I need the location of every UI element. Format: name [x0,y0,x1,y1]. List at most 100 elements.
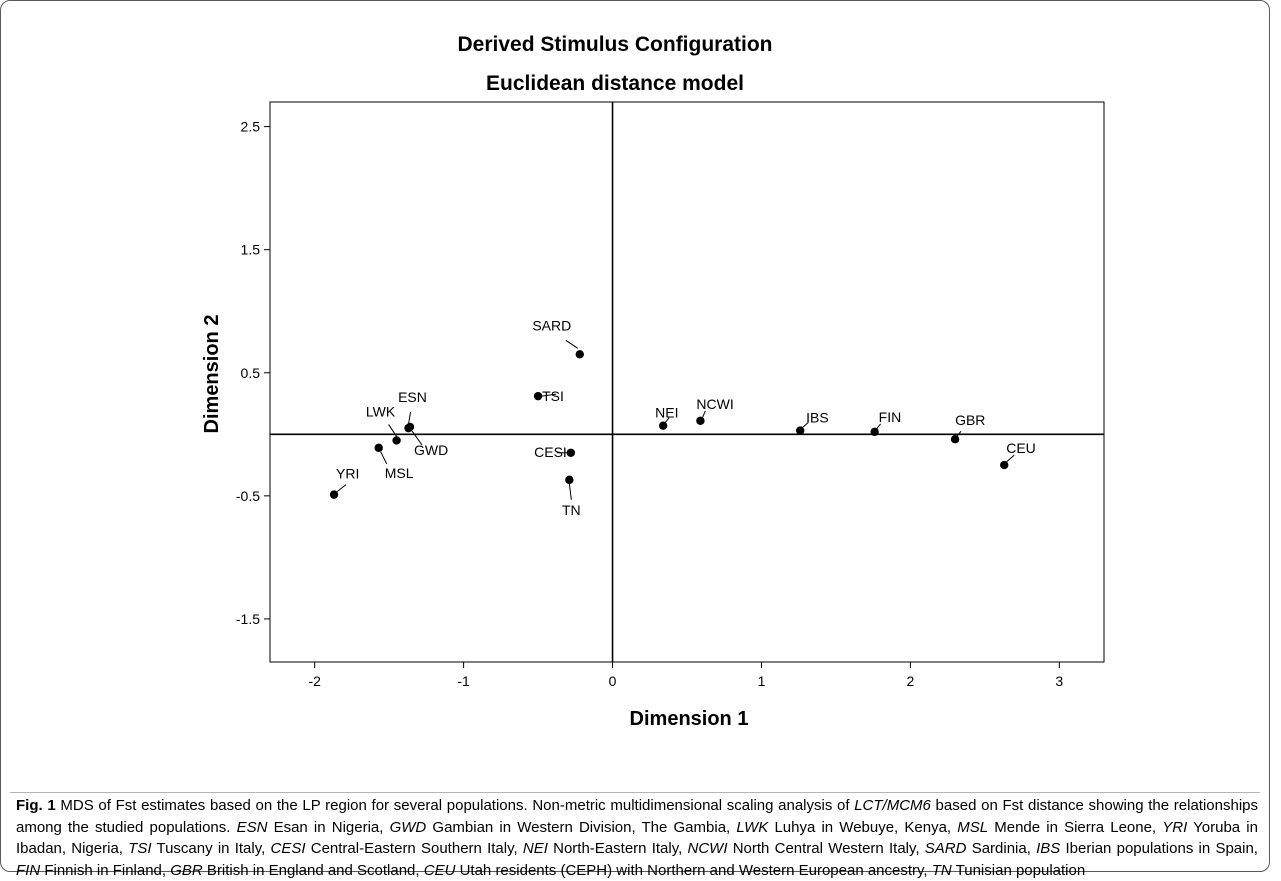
caption-text: MDS of Fst estimates based on the LP reg… [16,797,1258,879]
caption-segment: based on Fst distance showing the relati… [16,797,1258,836]
point-label-nei: NEI [655,405,678,421]
point-label-msl: MSL [385,465,414,481]
point-label-ibs: IBS [806,410,829,426]
caption-abbrev: GWD [389,818,427,836]
scatter-plot: -2 -1 0 1 2 3 2.5 1.5 0.5 -0.5 -1.5 Dimension 1 Dime… [201,101,1105,730]
caption-segment: Mende in Sierra Leone, [988,818,1163,836]
point-label-gwd: GWD [414,442,448,458]
caption-segment: Esan in Nigeria, [267,818,390,836]
point-sard [575,350,584,359]
caption-abbrev: NEI [522,840,548,857]
point-label-tn: TN [562,502,581,518]
caption-abbrev: ESN [236,818,268,836]
leader-nei [664,417,670,424]
caption-abbrev: SARD [924,840,967,857]
point-label-gbr: GBR [955,412,985,428]
caption-segment: British in England and Scotland, [202,861,424,879]
point-tsi [533,391,543,401]
point-label-lwk: LWK [366,403,396,419]
leader-sard [565,339,579,349]
caption-abbrev: GBR [170,861,203,879]
caption-segment: Finnish in Finland, [40,861,171,879]
caption-segment: Tuscany in Italy, [151,840,271,857]
leader-ncwi [701,410,706,418]
caption-abbrev: NCWI [687,840,728,857]
leader-ibs [801,422,809,428]
point-nei [658,421,668,430]
caption-abbrev: MSL [957,818,989,836]
chart-subtitle: Euclidean distance model [486,72,744,95]
leader-gbr [956,430,962,437]
caption-abbrev: CESI [270,840,306,857]
leader-msl [380,451,388,465]
leader-esn [408,412,411,425]
caption-abbrev: CEU [423,861,456,879]
y-tick-label: 0.5 [241,365,261,381]
caption-abbrev: TN [931,861,952,879]
caption-abbrev: LCT/MCM6 [854,797,931,814]
caption-segment: Utah residents (CEPH) with Northern and … [455,861,932,879]
caption-segment: Yoruba in Ibadan, Nigeria, [16,818,1258,858]
caption-segment: Gambian in Western Division, The Gambia, [426,818,737,836]
y-tick-label: -1.5 [236,611,260,627]
caption-abbrev: LWK [736,818,769,836]
point-tn [565,475,574,485]
point-ceu [1000,460,1009,470]
point-ibs [795,426,805,435]
y-tick-label: -0.5 [236,488,260,504]
x-tick-label: -2 [308,673,321,689]
caption-divider [10,792,1260,793]
point-fin [870,427,879,437]
caption-abbrev: IBS [1036,840,1061,857]
point-ncwi [696,416,705,425]
leader-gwd [411,430,423,446]
plot-border [269,101,1105,663]
point-label-yri: YRI [336,466,359,482]
caption-abbrev: TSI [128,840,152,857]
y-tick-label: 1.5 [241,242,261,258]
y-axis-label: Dimension 2 [201,315,223,434]
point-label-fin: FIN [879,409,902,425]
y-tick-label: 2.5 [241,119,261,135]
point-yri [329,490,339,499]
caption-abbrev: FIN [16,861,41,879]
point-label-tsi: TSI [542,388,564,404]
x-tick-label: -1 [457,673,470,689]
caption-segment: North Central Western Italy, [727,840,925,857]
point-label-ncwi: NCWI [696,396,733,412]
leader-lwk [388,424,398,437]
point-label-esn: ESN [398,389,427,405]
x-tick-label: 2 [906,673,914,689]
leader-yri [336,484,347,493]
leader-tn [568,483,572,500]
caption-segment: Central-Eastern Southern Italy, [305,840,523,857]
figure-caption: Fig. 1 MDS of Fst estimates based on the… [16,795,1258,881]
caption-segment: Tunisian population [951,861,1086,879]
caption-segment: Luhya in Webuye, Kenya, [768,818,958,836]
plot-axes: -2 -1 0 1 2 3 2.5 1.5 0.5 -0.5 -1.5 Dimension 1 Dime… [201,101,1105,730]
point-label-cesi: CESI [534,444,567,460]
x-tick-label: 0 [609,673,617,689]
x-tick-label: 1 [758,673,766,689]
leader-fin [876,423,882,430]
point-gwd [405,422,415,432]
point-gbr [950,435,960,444]
leader-ceu [1005,454,1015,463]
caption-segment: Sardinia, [966,840,1037,857]
figure-number: Fig. 1 [16,797,56,814]
leader-tsi [542,393,557,397]
caption-abbrev: YRI [1162,818,1188,836]
point-label-sard: SARD [532,317,571,333]
point-msl [374,443,383,453]
x-tick-label: 3 [1055,673,1063,689]
caption-segment: North-Eastern Italy, [547,840,688,857]
point-label-ceu: CEU [1006,440,1036,456]
x-axis-label: Dimension 1 [630,708,749,730]
point-lwk [392,436,401,445]
chart-title: Derived Stimulus Configuration [457,33,773,56]
caption-segment: MDS of Fst estimates based on the LP reg… [55,797,855,814]
point-cesi [566,448,576,457]
caption-segment: Iberian populations in Spain, [1060,840,1258,857]
